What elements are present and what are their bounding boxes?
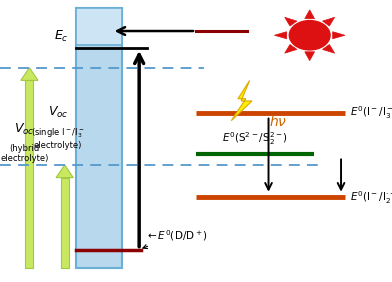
Bar bbox=[25, 80, 33, 268]
Text: (hybrid
electrolyte): (hybrid electrolyte) bbox=[0, 144, 49, 163]
Text: $\leftarrow E^0(\mathrm{D/D^+})$: $\leftarrow E^0(\mathrm{D/D^+})$ bbox=[143, 228, 208, 248]
Polygon shape bbox=[21, 68, 38, 80]
Polygon shape bbox=[333, 32, 345, 39]
Bar bbox=[61, 178, 69, 268]
Text: (single I$^-$/I$_3^-$
electrolyte): (single I$^-$/I$_3^-$ electrolyte) bbox=[31, 126, 85, 150]
Text: $E^0(\mathrm{I}^-/\mathrm{I}_2^{\cdot -})$: $E^0(\mathrm{I}^-/\mathrm{I}_2^{\cdot -}… bbox=[350, 189, 392, 206]
Text: $E^0(\mathrm{S}^{2-}/\mathrm{S}_2^{2-})$: $E^0(\mathrm{S}^{2-}/\mathrm{S}_2^{2-})$ bbox=[222, 130, 288, 147]
Text: $V_{oc}$: $V_{oc}$ bbox=[14, 122, 34, 137]
Bar bbox=[76, 8, 122, 45]
Polygon shape bbox=[56, 165, 73, 178]
Circle shape bbox=[289, 21, 330, 50]
Text: $h\nu$: $h\nu$ bbox=[269, 114, 287, 129]
Text: $V_{oc}$: $V_{oc}$ bbox=[48, 105, 68, 120]
Polygon shape bbox=[285, 45, 297, 53]
Polygon shape bbox=[323, 45, 335, 53]
Polygon shape bbox=[285, 17, 297, 26]
Text: $E^0(\mathrm{I}^-/\mathrm{I}_3^-)$: $E^0(\mathrm{I}^-/\mathrm{I}_3^-)$ bbox=[350, 104, 392, 121]
Text: $E_c$: $E_c$ bbox=[54, 28, 69, 44]
Polygon shape bbox=[323, 17, 335, 26]
Bar bbox=[76, 8, 122, 268]
Polygon shape bbox=[305, 52, 314, 61]
Polygon shape bbox=[305, 10, 314, 19]
Polygon shape bbox=[274, 32, 287, 39]
Polygon shape bbox=[231, 80, 252, 121]
